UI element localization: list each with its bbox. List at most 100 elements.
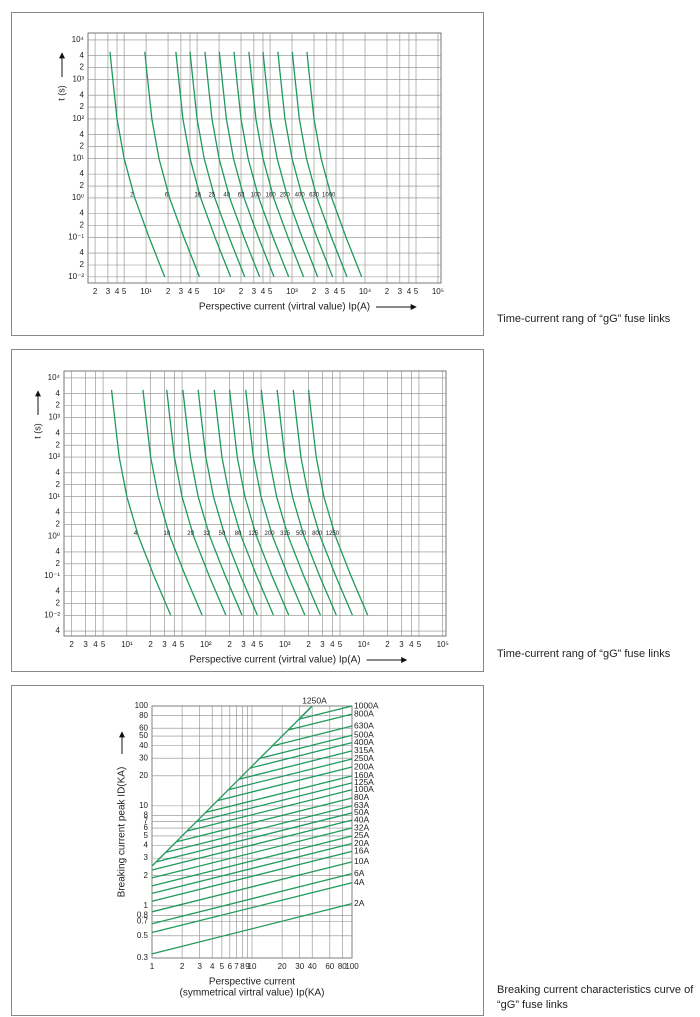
- x-tick-label: 4: [409, 640, 414, 649]
- x-tick-label: 10¹: [121, 640, 133, 649]
- curve: [218, 51, 275, 278]
- y-tick-label: 60: [139, 723, 148, 732]
- x-tick-label: 10¹: [140, 287, 152, 296]
- y-tick-label: 30: [139, 753, 148, 762]
- x-tick-label: 30: [295, 962, 304, 971]
- x-tick-label: 5: [122, 287, 127, 296]
- x-tick-label: 3: [325, 287, 330, 296]
- x-axis-label: Perspective current (virtral value) Ip(A…: [199, 302, 370, 313]
- curve-label: 20: [187, 531, 194, 537]
- x-tick-label: 5: [220, 962, 225, 971]
- y-tick-label: 0.3: [137, 953, 149, 962]
- panel-frame: [11, 685, 484, 1016]
- y-tick-label: 2: [56, 559, 61, 568]
- x-tick-label: 10⁴: [359, 287, 372, 296]
- curve-label: 630A: [354, 720, 374, 730]
- y-tick-label: 80: [139, 711, 148, 720]
- curve: [151, 872, 353, 925]
- y-tick-label: 0.7: [137, 916, 149, 925]
- y-tick-label: 10⁴: [48, 373, 61, 382]
- curve: [292, 389, 354, 616]
- y-tick-label: 10⁴: [72, 35, 85, 44]
- curve-label: 2A: [354, 898, 365, 908]
- curve-label: 315A: [354, 745, 374, 755]
- y-tick-label: 0.5: [137, 931, 149, 940]
- curve-label: 125: [248, 531, 259, 537]
- x-tick-label: 5: [268, 287, 273, 296]
- y-tick-label: 2: [80, 102, 85, 111]
- curve-label: 40: [223, 192, 230, 198]
- y-tick-label: 4: [80, 169, 85, 178]
- curve: [151, 819, 353, 871]
- curve: [259, 734, 353, 760]
- y-axis-label: Breaking current peak ID(KA): [117, 767, 128, 898]
- x-tick-label: 40: [308, 962, 317, 971]
- x-tick-label: 7: [234, 962, 239, 971]
- x-axis-label: (symmetrical virtral value) Ip(KA): [179, 988, 324, 999]
- x-tick-label: 3: [179, 287, 184, 296]
- curve: [151, 850, 353, 902]
- x-tick-label: 10³: [279, 640, 291, 649]
- curve-label: 6: [165, 192, 169, 198]
- y-tick-label: 0.8: [137, 911, 149, 920]
- y-axis-label: t (s): [56, 85, 66, 101]
- y-tick-label: 4: [56, 389, 61, 398]
- y-tick-label: 2: [80, 181, 85, 190]
- x-tick-label: 2: [385, 640, 390, 649]
- curve-label: 32A: [354, 822, 369, 832]
- y-tick-label: 4: [56, 428, 61, 437]
- x-tick-label: 4: [210, 962, 215, 971]
- x-tick-label: 3: [252, 287, 257, 296]
- y-tick-label: 10⁰: [72, 193, 84, 202]
- curve-label: 63: [238, 192, 245, 198]
- curve: [155, 812, 353, 863]
- y-tick-label: 10⁻²: [68, 272, 84, 281]
- curve-label: 50A: [354, 807, 369, 817]
- x-tick-label: 4: [251, 640, 256, 649]
- y-tick-label: 2: [56, 519, 61, 528]
- curve-label: 160A: [354, 770, 374, 780]
- x-tick-label: 2: [312, 287, 317, 296]
- x-tick-label: 2: [306, 640, 311, 649]
- curve: [151, 903, 353, 955]
- curve: [175, 797, 353, 843]
- curve: [110, 389, 172, 616]
- curve-label: 200A: [354, 761, 374, 771]
- curve-label: 4: [134, 531, 138, 537]
- x-tick-label: 4: [93, 640, 98, 649]
- curve-label: 10: [163, 531, 170, 537]
- curve-label: 16A: [354, 846, 369, 856]
- curve-label: 25A: [354, 830, 369, 840]
- curve-label: 4A: [354, 877, 365, 887]
- x-tick-label: 3: [320, 640, 325, 649]
- curve: [233, 51, 290, 278]
- x-tick-label: 2: [166, 287, 171, 296]
- curve: [249, 741, 353, 769]
- y-axis-label: t (s): [32, 423, 42, 439]
- x-tick-label: 4: [115, 287, 120, 296]
- y-tick-label: 4: [80, 248, 85, 257]
- x-tick-label: 4: [188, 287, 193, 296]
- x-tick-label: 80: [338, 962, 347, 971]
- curve: [306, 51, 363, 278]
- curve-label: 800: [312, 531, 323, 537]
- y-tick-label: 10³: [48, 413, 60, 422]
- x-tick-label: 2: [227, 640, 232, 649]
- x-tick-label: 10⁵: [437, 640, 449, 649]
- curve: [213, 389, 275, 616]
- curve: [228, 758, 353, 791]
- y-tick-label: 2: [56, 480, 61, 489]
- curve: [151, 842, 353, 895]
- x-tick-label: 10: [248, 962, 257, 971]
- curve-label: 80: [235, 531, 242, 537]
- curve: [217, 766, 353, 802]
- x-tick-label: 2: [148, 640, 153, 649]
- x-tick-label: 2: [93, 287, 98, 296]
- y-tick-label: 4: [56, 507, 61, 516]
- x-axis-label: Perspective current: [209, 977, 295, 988]
- x-tick-label: 6: [228, 962, 233, 971]
- y-tick-label: 4: [144, 841, 149, 850]
- x-tick-label: 3: [106, 287, 111, 296]
